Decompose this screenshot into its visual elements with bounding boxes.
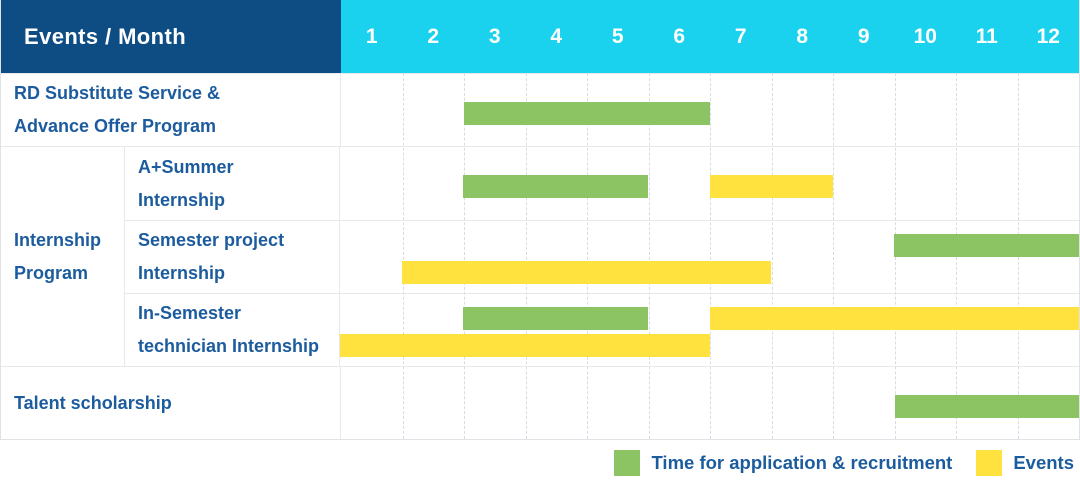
legend-swatch-application: [614, 450, 641, 476]
table-row: RD Substitute Service & Advance Offer Pro…: [1, 73, 1079, 146]
row-chart: [341, 367, 1079, 439]
gantt-bar-event: [401, 261, 772, 284]
group-label: Internship Program: [1, 147, 125, 366]
month-header-cell: 2: [427, 24, 440, 48]
row-group-internship: Internship Program A+Summer Internship Semes…: [1, 146, 1079, 366]
row-label: In-Semester technician Internship: [125, 294, 340, 366]
gantt-bar-event: [709, 175, 833, 198]
row-label-line: Program: [14, 262, 89, 283]
row-label: Talent scholarship: [1, 367, 341, 439]
row-chart: [341, 74, 1079, 146]
row-label-line: Semester project: [138, 230, 285, 250]
group-body: A+Summer Internship Semester project Intern…: [125, 147, 1079, 366]
month-header-cell: 8: [796, 24, 809, 48]
row-chart: [340, 147, 1079, 220]
month-header-cell: 6: [673, 24, 686, 48]
legend-label: Events: [1013, 452, 1074, 473]
month-header-cell: 12: [1036, 24, 1060, 48]
gantt-bar-application: [463, 307, 648, 330]
row-label-line: In-Semester: [138, 303, 242, 323]
row-label-line: RD Substitute Service &: [14, 83, 221, 103]
month-header-cell: 5: [611, 24, 624, 48]
gantt-bar-application: [463, 175, 648, 198]
table-row: Talent scholarship: [1, 366, 1079, 439]
row-label: RD Substitute Service & Advance Offer Pro…: [1, 74, 341, 146]
month-header-cell: 10: [913, 24, 937, 48]
month-header-cell: 4: [550, 24, 563, 48]
row-label-line: Talent scholarship: [14, 392, 172, 413]
row-label: A+Summer Internship: [125, 147, 340, 220]
legend-item-application: Time for application & recruitment: [614, 450, 952, 476]
gantt-bar-event: [340, 334, 710, 357]
gantt-bar-event: [709, 307, 1079, 330]
legend-swatch-event: [976, 450, 1003, 476]
gantt-bar-application: [464, 102, 710, 125]
row-chart: [340, 294, 1079, 366]
row-chart: [340, 221, 1079, 293]
row-label-line: Internship: [138, 263, 226, 283]
gantt-bar-application: [894, 234, 1079, 257]
row-label-line: Internship: [138, 189, 226, 210]
month-header-cell: 1: [365, 24, 378, 48]
table-body: RD Substitute Service & Advance Offer Pro…: [1, 73, 1079, 439]
table-row: In-Semester technician Internship: [125, 293, 1079, 366]
table-header-row: Events / Month 1 2 3 4 5 6 7 8 9 10 11 12: [1, 0, 1079, 73]
table-row: A+Summer Internship: [125, 147, 1079, 220]
row-label-line: Internship: [14, 229, 102, 250]
month-header-cell: 7: [734, 24, 747, 48]
row-label-line: technician Internship: [138, 336, 320, 356]
month-header-cell: 11: [975, 24, 998, 48]
legend-item-event: Events: [976, 450, 1074, 476]
gantt-table: Events / Month 1 2 3 4 5 6 7 8 9 10 11 12 RD Substi…: [0, 0, 1080, 440]
table-row: Semester project Internship: [125, 220, 1079, 293]
events-month-header: Events / Month: [1, 0, 341, 73]
legend-label: Time for application & recruitment: [651, 452, 953, 473]
month-header-cell: 3: [488, 24, 501, 48]
row-label-line: A+Summer: [138, 156, 234, 177]
row-label: Semester project Internship: [125, 221, 340, 293]
gantt-bar-application: [894, 395, 1079, 418]
legend: Time for application & recruitment Events: [614, 450, 1074, 476]
row-label-line: Advance Offer Program: [14, 116, 217, 136]
month-header-strip: 1 2 3 4 5 6 7 8 9 10 11 12: [341, 0, 1079, 73]
month-header-cell: 9: [857, 24, 870, 48]
